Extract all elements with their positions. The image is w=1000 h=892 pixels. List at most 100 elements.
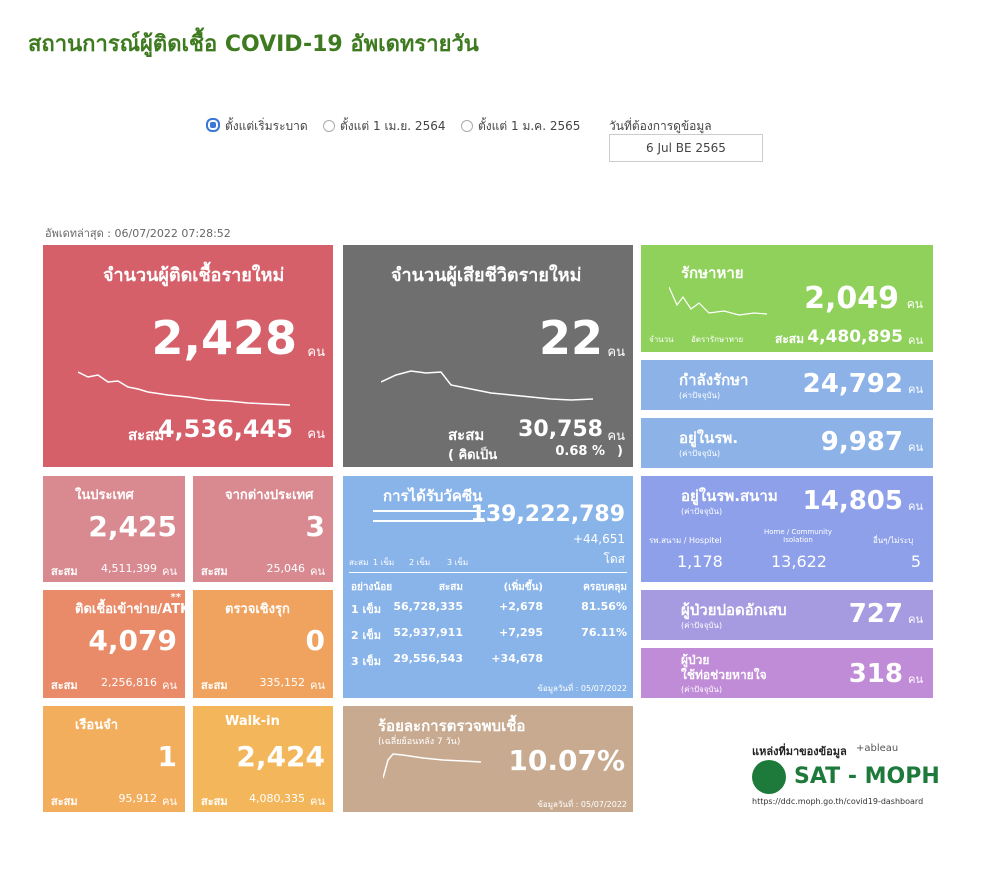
table-cell: 3 เข็ม (351, 655, 382, 668)
legend-item: สะสม (349, 558, 369, 567)
small-tile: เรือนจำ 1 สะสม 95,912 คน (43, 706, 185, 812)
tile-value: 22 (538, 311, 603, 365)
sparkline (381, 370, 594, 401)
tile-title: ผู้ป่วยปอดอักเสบ (681, 601, 787, 619)
total-label: สะสม (128, 426, 165, 444)
tile-value: 727 (848, 599, 903, 629)
legend-item: 1 เข็ม (373, 558, 395, 567)
radio (323, 120, 335, 132)
treating-tile: กำลังรักษา (ค่าปัจจุบัน) 24,792 คน (641, 360, 933, 410)
radio-option[interactable]: ตั้งแต่เริ่มระบาด (206, 117, 308, 136)
part-value: 13,622 (771, 552, 827, 571)
legend-item: จำนวน (649, 335, 674, 344)
new-cases-tile: จำนวนผู้ติดเชื้อรายใหม่ 2,428 คน สะสม 4,… (43, 245, 333, 467)
date-input[interactable]: 6 Jul BE 2565 (609, 134, 763, 162)
tile-value: 10.07% (508, 744, 625, 777)
unit: คน (908, 613, 923, 626)
total-value: 335,152 (259, 676, 306, 689)
table-cell: 2 เข็ม (351, 629, 382, 642)
radio-option[interactable]: ตั้งแต่ 1 ม.ค. 2565 (461, 117, 580, 136)
unit: คน (906, 297, 923, 311)
source-label: แหล่งที่มาของข้อมูล (752, 745, 847, 758)
tile-mark: ** (170, 592, 181, 603)
tile-value: 14,805 (802, 486, 903, 516)
divider (373, 510, 485, 512)
total-value: 95,912 (118, 792, 158, 805)
radio-option[interactable]: ตั้งแต่ 1 เม.ย. 2564 (323, 117, 445, 136)
tile-title: อยู่ในรพ. (679, 429, 739, 447)
sparkline (669, 286, 768, 316)
tile-title: จำนวนผู้ติดเชื้อรายใหม่ (103, 265, 285, 286)
unit: คน (607, 345, 625, 360)
tile-title: ตรวจเชิงรุก (225, 602, 290, 617)
small-tile: จากต่างประเทศ 3 สะสม 25,046 คน (193, 476, 333, 582)
unit: คน (307, 427, 325, 442)
total-label: สะสม (51, 565, 78, 578)
total-value: 2,256,816 (101, 676, 157, 689)
legend-item: 3 เข็ม (447, 558, 469, 567)
tile-title: Walk-in (225, 714, 280, 729)
total-label: สะสม (51, 795, 78, 808)
tile-title: ใช้ท่อช่วยหายใจ (681, 668, 767, 682)
tile-title: จากต่างประเทศ (225, 488, 314, 503)
tile-value: 3 (305, 510, 325, 543)
total-value: 4,536,445 (157, 415, 293, 443)
small-tile: ติดเชื้อเข้าข่าย/ATK ** 4,079 สะสม 2,256,816… (43, 590, 190, 698)
unit: คน (908, 441, 923, 454)
tile-note: (ค่าปัจจุบัน) (681, 621, 723, 630)
unit: คน (908, 673, 923, 686)
tile-title: จำนวนผู้เสียชีวิตรายใหม่ (391, 265, 582, 286)
sparkline (78, 371, 291, 406)
updated-time: อัพเดทล่าสุด : 06/07/2022 07:28:52 (45, 227, 231, 240)
total-value: 4,480,895 (807, 327, 903, 347)
field-hospital-tile: อยู่ในรพ.สนาม (ค่าปัจจุบัน) 14,805 คน รพ… (641, 476, 933, 582)
small-tile: Walk-in 2,424 สะสม 4,080,335 คน (193, 706, 333, 812)
unit: คน (310, 795, 325, 808)
part-label: Home / Community Isolation (764, 528, 832, 544)
pneumonia-tile: ผู้ป่วยปอดอักเสบ (ค่าปัจจุบัน) 727 คน (641, 590, 933, 640)
total-label: สะสม (51, 679, 78, 692)
tile-title: ติดเชื้อเข้าข่าย/ATK (75, 602, 191, 617)
small-tile: ในประเทศ 2,425 สะสม 4,511,399 คน (43, 476, 185, 582)
tile-value: 9,987 (820, 427, 903, 457)
tile-value: 318 (848, 659, 903, 689)
legend-item: อัตรารักษาหาย (691, 335, 744, 344)
tile-title: กำลังรักษา (679, 371, 749, 389)
tile-title: อยู่ในรพ.สนาม (681, 487, 778, 505)
tile-value: 2,424 (236, 740, 325, 773)
in-hospital-tile: อยู่ในรพ. (ค่าปัจจุบัน) 9,987 คน (641, 418, 933, 468)
total-label: สะสม (775, 332, 805, 346)
date-label: วันที่ต้องการดูข้อมูล (609, 119, 712, 133)
tile-value: 0 (305, 624, 325, 657)
table-header: สะสม (438, 582, 463, 593)
unit: คน (307, 345, 325, 360)
total-label: สะสม (201, 679, 228, 692)
footer: ข้อมูลวันที่ : 05/07/2022 (537, 800, 627, 809)
tile-title: เรือนจำ (75, 718, 119, 733)
tile-value: 2,425 (88, 510, 177, 543)
total-label: สะสม (201, 795, 228, 808)
total-value: 30,758 (518, 417, 603, 442)
tile-note: (ค่าปัจจุบัน) (681, 507, 723, 516)
table-cell: +34,678 (491, 652, 543, 665)
unit: คน (310, 565, 325, 578)
table-cell: 52,937,911 (393, 626, 463, 639)
unit: คน (310, 679, 325, 692)
unit: โดส (603, 552, 625, 566)
tile-note: (ค่าปัจจุบัน) (679, 449, 721, 458)
table-cell: 1 เข็ม (351, 603, 382, 616)
total-value: 4,080,335 (249, 792, 305, 805)
positivity-tile: ร้อยละการตรวจพบเชื้อ (เฉลี่ยย้อนหลัง 7 ว… (343, 706, 633, 812)
table-cell: 81.56% (581, 600, 627, 613)
percent-suffix: ) (617, 444, 623, 459)
tile-note: (เฉลี่ยย้อนหลัง 7 วัน) (378, 737, 461, 747)
table-cell: 76.11% (581, 626, 627, 639)
tile-title: ในประเทศ (75, 488, 134, 503)
radio-selected (206, 118, 220, 132)
divider (349, 572, 627, 573)
tile-title: ผู้ป่วย (681, 653, 710, 667)
footer: ข้อมูลวันที่ : 05/07/2022 (537, 684, 627, 693)
total-value: 4,511,399 (101, 562, 157, 575)
